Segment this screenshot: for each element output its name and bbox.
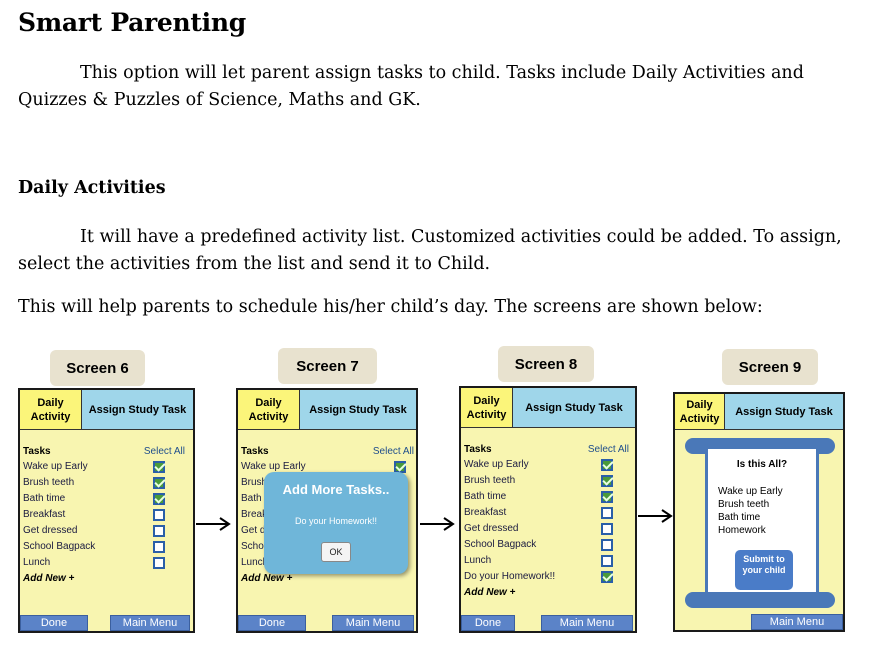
- confirm-scroll-panel: Is this All? Wake up Early Brush teeth B…: [705, 446, 819, 596]
- select-all-link[interactable]: Select All: [143, 446, 185, 457]
- confirm-item: Wake up Early: [718, 486, 783, 497]
- task-checkbox[interactable]: [601, 523, 613, 535]
- tasks-header: Tasks: [464, 444, 492, 455]
- screen-7-label: Screen 7: [278, 348, 377, 384]
- task-item: Breakfast: [23, 509, 66, 520]
- submit-to-child-button[interactable]: Submit to your child: [735, 550, 793, 590]
- add-new-button[interactable]: Add New +: [464, 587, 516, 598]
- section-heading-daily-activities: Daily Activities: [18, 178, 166, 198]
- task-checkbox[interactable]: [601, 555, 613, 567]
- tab-daily-activity[interactable]: Daily Activity: [20, 390, 82, 430]
- task-checkbox[interactable]: [153, 461, 165, 473]
- task-item: Wake up Early: [241, 461, 306, 472]
- document-title: Smart Parenting: [18, 8, 246, 37]
- task-checkbox[interactable]: [153, 477, 165, 489]
- confirm-item: Bath time: [718, 512, 761, 523]
- screen-8-phone: Daily Activity Assign Study Task Tasks S…: [459, 386, 637, 633]
- task-checkbox[interactable]: [153, 525, 165, 537]
- done-button[interactable]: Done: [461, 615, 515, 631]
- main-menu-button[interactable]: Main Menu: [541, 615, 633, 631]
- task-item: Bath time: [464, 491, 507, 502]
- task-item: Lunch: [23, 557, 51, 568]
- task-checkbox[interactable]: [153, 541, 165, 553]
- screen-6-phone: Daily Activity Assign Study Task Tasks S…: [18, 388, 195, 633]
- main-menu-button[interactable]: Main Menu: [332, 615, 414, 631]
- dialog-message: Do your Homework!!: [294, 516, 378, 526]
- task-checkbox[interactable]: [601, 539, 613, 551]
- daily-paragraph: It will have a predefined activity list.…: [18, 224, 842, 278]
- task-checkbox[interactable]: [153, 493, 165, 505]
- tab-assign-study-task[interactable]: Assign Study Task: [82, 390, 193, 430]
- tasks-header: Tasks: [241, 446, 269, 457]
- tab-daily-activity[interactable]: Daily Activity: [675, 394, 725, 430]
- task-checkbox[interactable]: [601, 571, 613, 583]
- intro-line-1: This option will let parent assign tasks…: [80, 63, 804, 83]
- scroll-bottom-decoration: [685, 592, 835, 608]
- task-item: Scho: [241, 541, 264, 552]
- task-item: Brush: [241, 477, 268, 488]
- add-new-button[interactable]: Add New +: [241, 573, 293, 584]
- task-checkbox[interactable]: [601, 475, 613, 487]
- task-checkbox[interactable]: [153, 557, 165, 569]
- screen-7-phone: Daily Activity Assign Study Task Tasks S…: [236, 388, 418, 633]
- confirm-item: Brush teeth: [718, 499, 770, 510]
- done-button[interactable]: Done: [20, 615, 88, 631]
- task-checkbox[interactable]: [601, 459, 613, 471]
- select-all-link[interactable]: Select All: [372, 446, 414, 457]
- task-checkbox[interactable]: [601, 491, 613, 503]
- tab-assign-study-task[interactable]: Assign Study Task: [513, 388, 635, 428]
- daily-line-2: select the activities from the list and …: [18, 254, 491, 274]
- screen-9-phone: Daily Activity Assign Study Task Is this…: [673, 392, 845, 632]
- screen-8-label: Screen 8: [498, 346, 594, 382]
- main-menu-button[interactable]: Main Menu: [110, 615, 190, 631]
- task-item: Do your Homework!!: [464, 571, 556, 582]
- tab-daily-activity[interactable]: Daily Activity: [238, 390, 300, 430]
- done-button[interactable]: Done: [238, 615, 306, 631]
- task-item: Wake up Early: [464, 459, 529, 470]
- task-item: Lunch: [241, 557, 269, 568]
- task-item: Get dressed: [464, 523, 519, 534]
- task-item: Brush teeth: [464, 475, 516, 486]
- intro-paragraph: This option will let parent assign tasks…: [18, 60, 804, 114]
- add-new-button[interactable]: Add New +: [23, 573, 75, 584]
- task-checkbox[interactable]: [153, 509, 165, 521]
- task-checkbox[interactable]: [601, 507, 613, 519]
- task-item: Bath: [241, 493, 262, 504]
- tab-assign-study-task[interactable]: Assign Study Task: [300, 390, 416, 430]
- task-item: Bath time: [23, 493, 66, 504]
- confirm-question: Is this All?: [736, 459, 788, 470]
- daily-line-1: It will have a predefined activity list.…: [80, 227, 842, 247]
- task-item: Break: [241, 509, 268, 520]
- select-all-link[interactable]: Select All: [587, 444, 629, 455]
- task-item: School Bagpack: [464, 539, 537, 550]
- task-item: Get d: [241, 525, 266, 536]
- add-more-tasks-dialog: Add More Tasks.. Do your Homework!! OK: [264, 472, 408, 574]
- intro-line-2: Quizzes & Puzzles of Science, Maths and …: [18, 90, 421, 110]
- task-item: Wake up Early: [23, 461, 88, 472]
- task-item: Get dressed: [23, 525, 78, 536]
- screen-6-label: Screen 6: [50, 350, 145, 386]
- ok-button[interactable]: OK: [321, 542, 351, 562]
- tab-assign-study-task[interactable]: Assign Study Task: [725, 394, 843, 430]
- task-item: School Bagpack: [23, 541, 96, 552]
- tasks-header: Tasks: [23, 446, 51, 457]
- arrow-right-icon: [420, 517, 455, 531]
- schedule-paragraph: This will help parents to schedule his/h…: [18, 297, 763, 317]
- main-menu-button[interactable]: Main Menu: [751, 614, 843, 630]
- task-item: Brush teeth: [23, 477, 75, 488]
- tab-daily-activity[interactable]: Daily Activity: [461, 388, 513, 428]
- screen-9-label: Screen 9: [722, 349, 818, 385]
- arrow-right-icon: [638, 509, 673, 523]
- arrow-right-icon: [196, 517, 231, 531]
- dialog-title: Add More Tasks..: [282, 482, 390, 497]
- confirm-item: Homework: [718, 525, 766, 536]
- task-item: Breakfast: [464, 507, 507, 518]
- task-item: Lunch: [464, 555, 492, 566]
